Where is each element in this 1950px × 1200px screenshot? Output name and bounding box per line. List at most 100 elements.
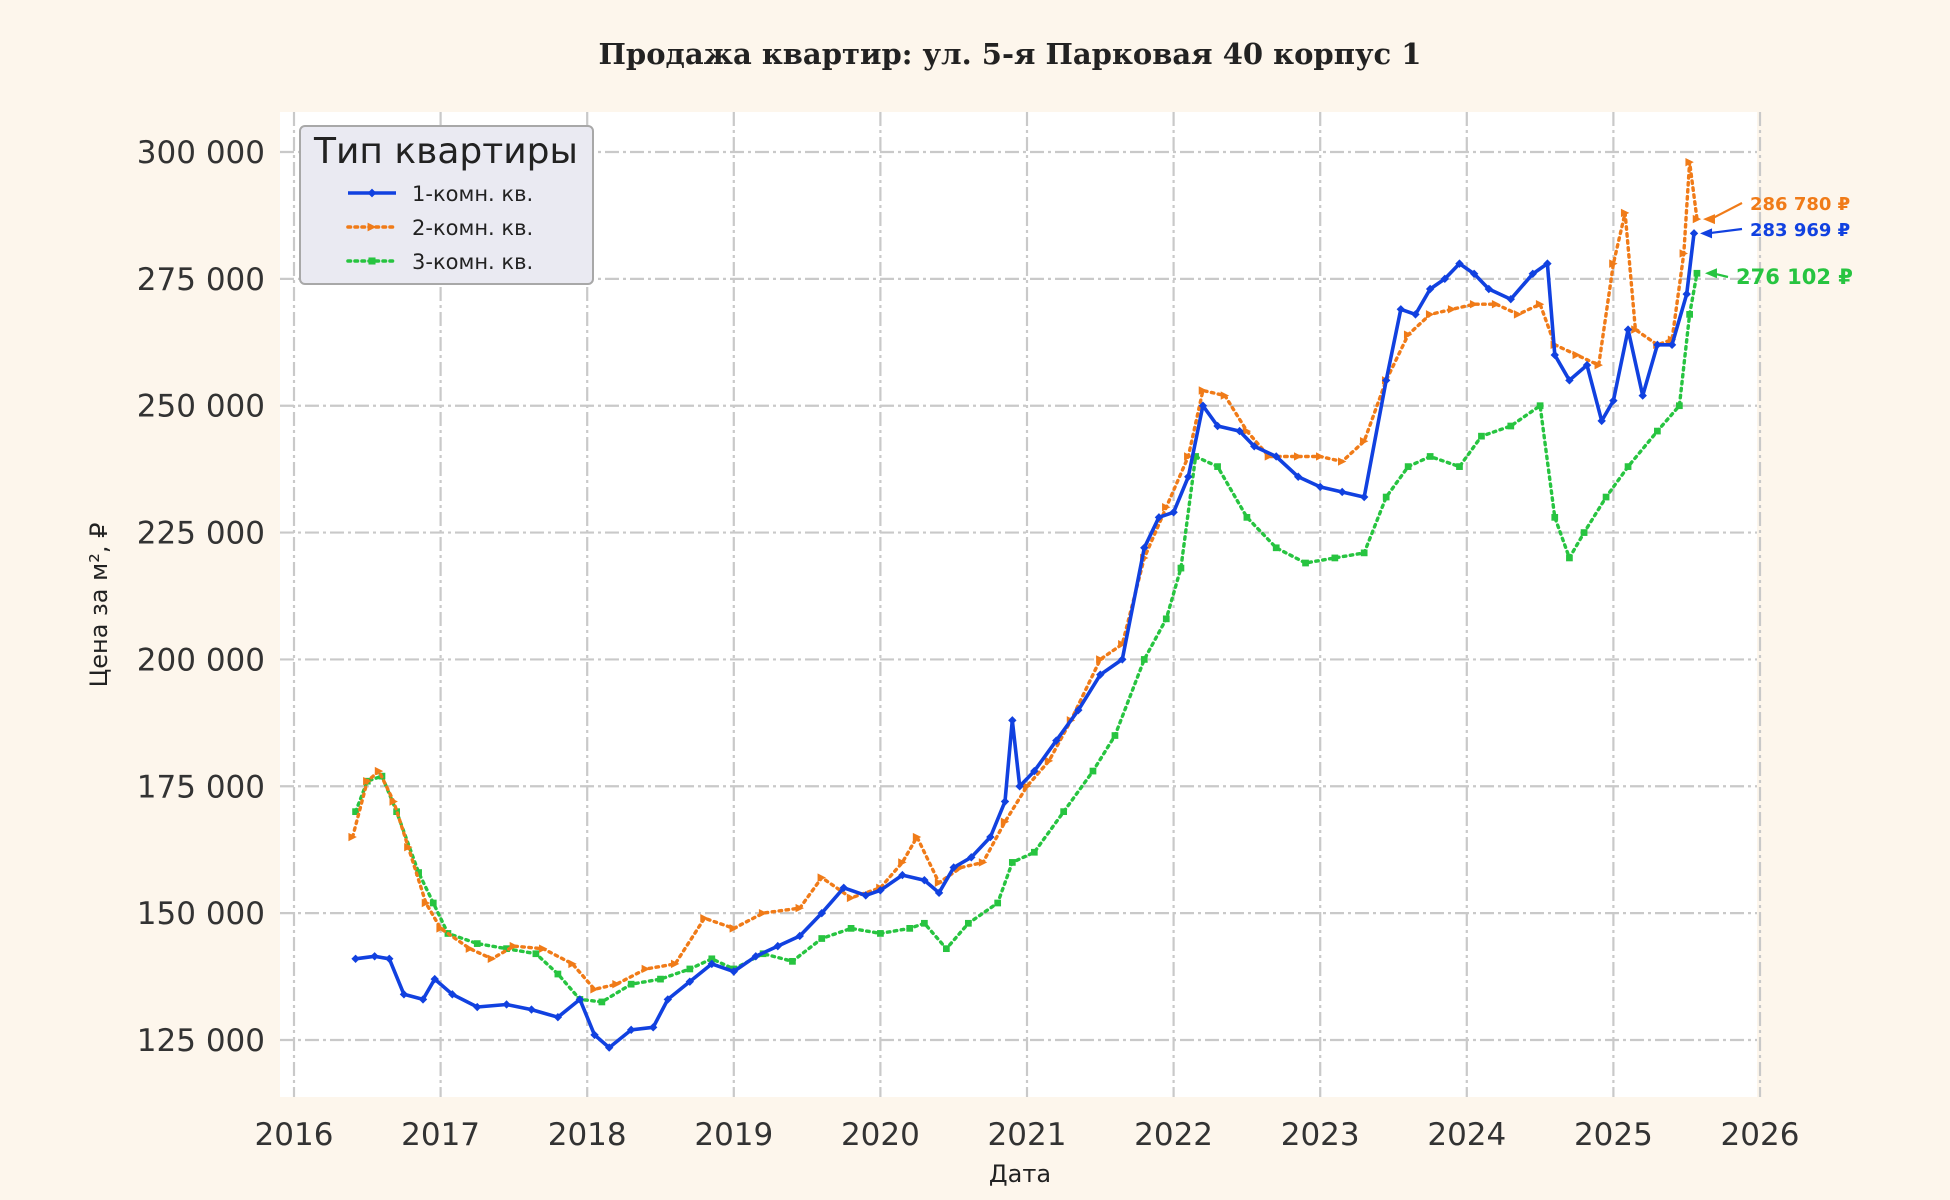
end-annotation: 286 780 ₽ [1702, 194, 1850, 225]
annotation-arrow [1710, 202, 1743, 221]
data-point [1198, 401, 1208, 410]
data-point [686, 965, 694, 973]
data-point [553, 1012, 563, 1022]
data-point [789, 957, 796, 965]
data-point [967, 853, 976, 862]
data-point [1089, 767, 1097, 775]
data-point [1250, 442, 1259, 451]
data-point [1667, 340, 1677, 350]
data-point [934, 878, 944, 887]
series-1-room [351, 229, 1699, 1052]
data-point [1382, 493, 1390, 501]
legend-items: 1-комн. кв. 2-комн. кв. 3-комн. кв. [346, 182, 533, 274]
data-point [503, 945, 510, 953]
data-point [818, 935, 826, 942]
data-point [1022, 782, 1032, 791]
data-point [1192, 453, 1199, 460]
data-point [1044, 756, 1054, 766]
legend-label: 1-комн. кв. [412, 182, 533, 206]
x-tick-labels: 2016 2017 2018 2019 2020 2021 2022 2023 2024 2025… [255, 1117, 1800, 1153]
data-point [429, 899, 437, 907]
series-layer [348, 157, 1702, 1052]
data-point [1008, 859, 1016, 866]
data-point [1440, 274, 1450, 284]
data-point [568, 959, 577, 969]
data-point [539, 944, 548, 953]
data-point [1620, 208, 1630, 218]
legend-title: Тип квартиры [313, 131, 578, 172]
data-point [1535, 300, 1545, 309]
end-annotation: 283 969 ₽ [1700, 220, 1850, 241]
data-point [415, 869, 422, 876]
data-point [487, 954, 497, 964]
data-point [385, 954, 394, 964]
data-point [1543, 259, 1552, 268]
data-point [1331, 554, 1339, 562]
data-point [1580, 529, 1588, 536]
data-point [1360, 549, 1368, 557]
data-point [1118, 655, 1127, 664]
data-point [1242, 426, 1252, 436]
data-point [368, 257, 376, 265]
data-point [1403, 330, 1413, 339]
data-point [876, 886, 885, 895]
annotation-label: 283 969 ₽ [1750, 220, 1850, 241]
data-point [758, 908, 768, 918]
data-point [1302, 559, 1309, 567]
data-point [1111, 732, 1119, 739]
data-point [509, 941, 519, 951]
data-point [1140, 543, 1149, 552]
data-point [502, 1000, 511, 1009]
data-point [906, 925, 914, 932]
data-point [912, 832, 922, 842]
data-point [949, 863, 958, 872]
data-point [648, 1023, 658, 1032]
series-line [355, 233, 1696, 1050]
data-point [1426, 453, 1434, 460]
data-point [1243, 513, 1251, 521]
data-point [1359, 492, 1369, 502]
data-point [1030, 848, 1038, 856]
data-point [795, 931, 804, 941]
x-tick-label: 2023 [1281, 1117, 1360, 1153]
data-point [1198, 386, 1208, 395]
data-point [1381, 376, 1391, 385]
data-point [1359, 437, 1369, 446]
data-point [817, 873, 826, 882]
data-point [1572, 350, 1581, 360]
data-point [1638, 391, 1647, 400]
y-tick-label: 300 000 [137, 135, 265, 171]
data-point [590, 985, 599, 994]
data-point [1272, 452, 1281, 461]
data-point [626, 1025, 636, 1035]
data-point [1396, 305, 1406, 314]
data-point [1594, 360, 1603, 370]
data-point [1030, 766, 1039, 776]
y-axis-label: Цена за м², ₽ [85, 523, 113, 688]
data-point [1096, 655, 1105, 664]
data-point [1425, 284, 1435, 294]
data-point [389, 797, 398, 806]
data-point [1272, 544, 1280, 552]
data-point [920, 875, 929, 885]
data-point [817, 908, 826, 918]
y-tick-label: 175 000 [137, 769, 265, 805]
annotation-arrowhead [1704, 268, 1717, 279]
legend-item: 3-комн. кв. [346, 250, 533, 274]
data-point [1478, 432, 1485, 440]
data-point [352, 808, 359, 816]
data-point [934, 888, 944, 898]
data-point [554, 970, 562, 978]
y-gridlines [280, 150, 1757, 1042]
data-point [1469, 269, 1479, 278]
data-point [1000, 797, 1010, 806]
data-point [399, 990, 409, 999]
data-point [1507, 422, 1515, 430]
data-point [1316, 482, 1325, 492]
y-tick-label: 250 000 [137, 389, 265, 425]
legend: Тип квартиры 1-комн. кв. 2-комн. кв. 3-ком… [299, 125, 594, 285]
data-point [670, 959, 680, 969]
y-tick-labels: 125 000 150 000 175 000 200 000 225 000 250 0… [137, 135, 265, 1059]
y-tick-label: 150 000 [137, 896, 265, 932]
data-point [1565, 376, 1574, 385]
